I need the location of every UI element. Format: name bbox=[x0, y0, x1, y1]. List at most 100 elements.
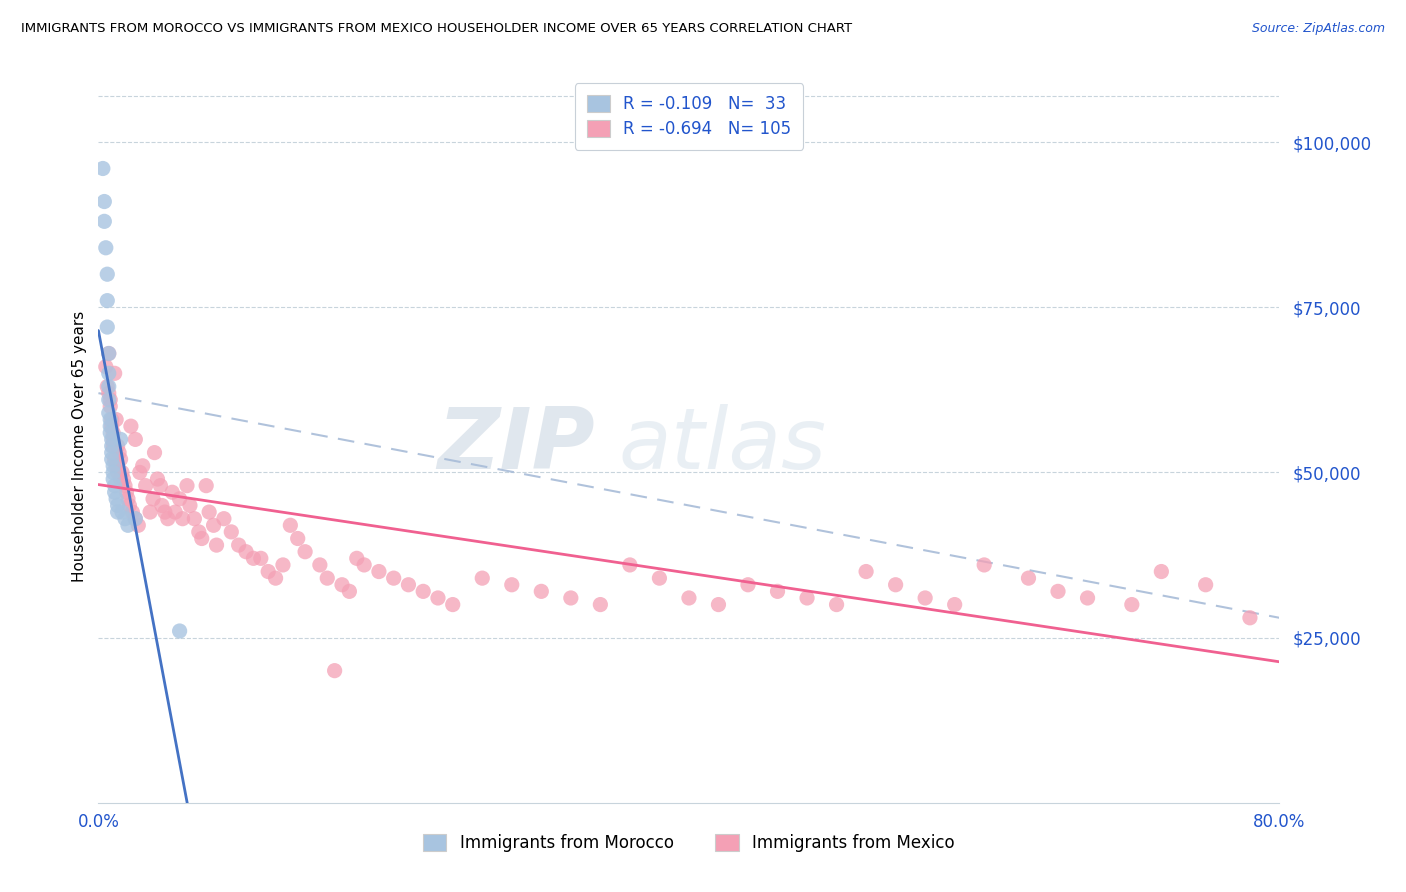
Point bbox=[132, 458, 155, 473]
Point bbox=[114, 478, 136, 492]
Point bbox=[619, 558, 641, 572]
Point bbox=[412, 584, 434, 599]
Point bbox=[179, 499, 201, 513]
Point bbox=[1239, 611, 1261, 625]
Point bbox=[250, 551, 273, 566]
Point bbox=[287, 532, 309, 546]
Point bbox=[169, 624, 191, 638]
Point bbox=[97, 406, 120, 420]
Point bbox=[117, 518, 139, 533]
Point bbox=[100, 419, 122, 434]
Point bbox=[100, 445, 122, 459]
Point bbox=[353, 558, 375, 572]
Point bbox=[93, 194, 115, 209]
Point bbox=[110, 433, 132, 447]
Point bbox=[766, 584, 789, 599]
Point bbox=[100, 439, 122, 453]
Point bbox=[162, 485, 183, 500]
Point bbox=[103, 433, 125, 447]
Point bbox=[914, 591, 936, 605]
Point bbox=[97, 386, 120, 401]
Point bbox=[103, 425, 125, 440]
Point bbox=[96, 267, 118, 281]
Point bbox=[235, 545, 257, 559]
Point bbox=[97, 346, 120, 360]
Point bbox=[103, 472, 125, 486]
Point bbox=[330, 578, 353, 592]
Legend: Immigrants from Morocco, Immigrants from Mexico: Immigrants from Morocco, Immigrants from… bbox=[416, 827, 962, 859]
Point bbox=[187, 524, 209, 539]
Point bbox=[346, 551, 368, 566]
Point bbox=[105, 412, 128, 426]
Point bbox=[97, 367, 120, 381]
Point bbox=[98, 425, 121, 440]
Point bbox=[1018, 571, 1040, 585]
Point bbox=[110, 452, 132, 467]
Point bbox=[135, 478, 157, 492]
Point bbox=[316, 571, 339, 585]
Point bbox=[111, 466, 134, 480]
Point bbox=[124, 433, 146, 447]
Y-axis label: Householder Income Over 65 years: Householder Income Over 65 years bbox=[72, 310, 87, 582]
Point bbox=[98, 419, 121, 434]
Point bbox=[339, 584, 361, 599]
Point bbox=[165, 505, 187, 519]
Point bbox=[796, 591, 818, 605]
Point bbox=[121, 505, 143, 519]
Point bbox=[124, 511, 146, 525]
Point bbox=[139, 505, 162, 519]
Point bbox=[115, 485, 138, 500]
Point bbox=[191, 532, 214, 546]
Point bbox=[264, 571, 287, 585]
Point bbox=[156, 511, 179, 525]
Point bbox=[368, 565, 391, 579]
Point bbox=[441, 598, 464, 612]
Point bbox=[1195, 578, 1218, 592]
Point bbox=[153, 505, 176, 519]
Point bbox=[105, 491, 128, 506]
Text: Source: ZipAtlas.com: Source: ZipAtlas.com bbox=[1251, 22, 1385, 36]
Point bbox=[195, 478, 218, 492]
Point bbox=[103, 458, 125, 473]
Point bbox=[127, 518, 149, 533]
Point bbox=[107, 499, 129, 513]
Point bbox=[943, 598, 966, 612]
Point bbox=[1121, 598, 1143, 612]
Point bbox=[183, 511, 205, 525]
Point bbox=[94, 359, 117, 374]
Point bbox=[104, 485, 127, 500]
Point bbox=[202, 518, 225, 533]
Point bbox=[176, 478, 198, 492]
Point bbox=[97, 392, 120, 407]
Point bbox=[128, 466, 150, 480]
Point bbox=[150, 499, 173, 513]
Point bbox=[1150, 565, 1173, 579]
Point bbox=[105, 458, 128, 473]
Point bbox=[104, 367, 127, 381]
Point bbox=[707, 598, 730, 612]
Point bbox=[112, 472, 135, 486]
Point bbox=[117, 491, 139, 506]
Point bbox=[97, 379, 120, 393]
Point bbox=[678, 591, 700, 605]
Point bbox=[124, 511, 146, 525]
Point bbox=[104, 452, 127, 467]
Point bbox=[108, 445, 131, 459]
Point bbox=[120, 419, 142, 434]
Point bbox=[98, 400, 121, 414]
Point bbox=[855, 565, 877, 579]
Point bbox=[382, 571, 405, 585]
Point bbox=[97, 346, 120, 360]
Point bbox=[104, 478, 127, 492]
Point bbox=[91, 161, 114, 176]
Point bbox=[309, 558, 332, 572]
Point bbox=[648, 571, 671, 585]
Point bbox=[146, 472, 169, 486]
Point bbox=[427, 591, 450, 605]
Point bbox=[96, 379, 118, 393]
Point bbox=[501, 578, 523, 592]
Point bbox=[737, 578, 759, 592]
Point bbox=[1077, 591, 1099, 605]
Point bbox=[100, 452, 122, 467]
Point bbox=[228, 538, 250, 552]
